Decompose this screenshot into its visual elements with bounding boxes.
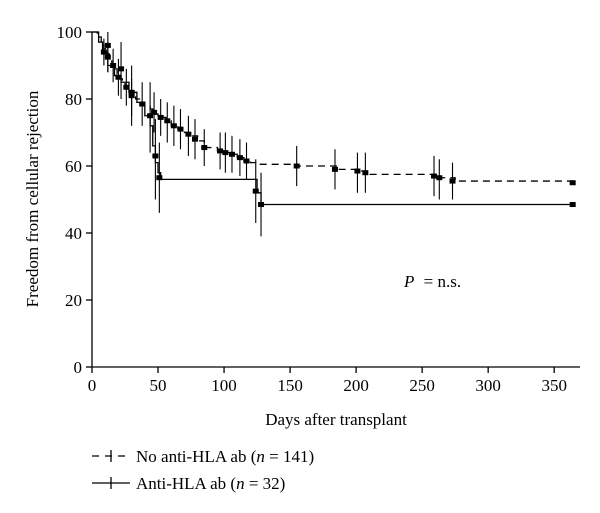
legend-item-anti-hla: Anti-HLA ab (n = 32) (92, 474, 285, 493)
censor-mark (436, 175, 443, 181)
x-tick-label: 0 (88, 376, 97, 395)
censor-mark (104, 42, 111, 48)
censor-mark (128, 89, 135, 95)
x-tick-label: 350 (541, 376, 567, 395)
censor-mark (157, 114, 164, 120)
censor-mark (354, 168, 361, 174)
y-tick-label: 100 (57, 23, 83, 42)
y-ticks: 0 20 40 60 80 100 (57, 23, 92, 377)
legend-label-no-anti-hla: No anti-HLA ab (n = 141) (136, 447, 314, 466)
censor-mark (139, 101, 146, 107)
censor-mark (331, 166, 338, 172)
x-tick-label: 200 (343, 376, 369, 395)
legend-label-prefix: Anti-HLA ab ( (136, 474, 236, 493)
y-tick-label: 40 (65, 224, 82, 243)
censor-mark (252, 188, 259, 194)
censor-mark (118, 66, 125, 72)
p-value-annotation: P = n.s. (403, 272, 461, 291)
censor-mark (164, 118, 171, 124)
y-tick-label: 60 (65, 157, 82, 176)
censor-mark (431, 173, 438, 179)
x-tick-label: 250 (409, 376, 435, 395)
censor-mark (185, 131, 192, 137)
legend-label-anti-hla: Anti-HLA ab (n = 32) (136, 474, 285, 493)
series-anti-hla (92, 31, 576, 237)
censor-mark (569, 202, 576, 208)
y-axis-label: Freedom from cellular rejection (23, 90, 42, 307)
y-tick-label: 80 (65, 90, 82, 109)
x-ticks: 0 50 100 150 200 250 300 350 (88, 367, 567, 395)
survival-curve (92, 31, 575, 183)
legend: No anti-HLA ab (n = 141) Anti-HLA ab (n … (92, 447, 314, 493)
censor-mark (201, 145, 208, 151)
legend-item-no-anti-hla: No anti-HLA ab (n = 141) (92, 447, 314, 466)
censor-mark (362, 170, 369, 176)
p-symbol: P (403, 272, 414, 291)
censor-mark (152, 153, 159, 159)
x-tick-label: 150 (277, 376, 303, 395)
censor-mark (156, 175, 163, 181)
x-axis-label: Days after transplant (265, 410, 407, 429)
survival-curve (92, 31, 574, 206)
legend-label-prefix: No anti-HLA ab ( (136, 447, 257, 466)
censor-mark (569, 180, 576, 186)
legend-n-symbol: n (236, 474, 245, 493)
y-tick-label: 0 (74, 358, 83, 377)
censor-mark (222, 150, 229, 156)
x-tick-label: 100 (211, 376, 237, 395)
x-tick-label: 300 (475, 376, 501, 395)
legend-n-value: = 32) (245, 474, 286, 493)
censor-mark (123, 84, 130, 90)
censor-mark (243, 158, 250, 164)
censor-mark (228, 151, 235, 157)
censor-mark (170, 123, 177, 129)
p-value-text: = n.s. (424, 272, 461, 291)
series-layer (92, 31, 576, 237)
censor-mark (258, 202, 265, 208)
censor-mark (151, 109, 158, 115)
censor-mark (147, 113, 154, 119)
y-tick-label: 20 (65, 291, 82, 310)
censor-mark (449, 178, 456, 184)
censor-mark (293, 163, 300, 169)
censor-mark (192, 136, 199, 142)
legend-n-symbol: n (256, 447, 265, 466)
legend-n-value: = 141) (265, 447, 314, 466)
series-no-anti-hla (92, 31, 576, 200)
censor-mark (177, 126, 184, 132)
censor-mark (115, 74, 122, 80)
censor-mark (236, 155, 243, 161)
censor-mark (217, 148, 224, 154)
x-tick-label: 50 (150, 376, 167, 395)
